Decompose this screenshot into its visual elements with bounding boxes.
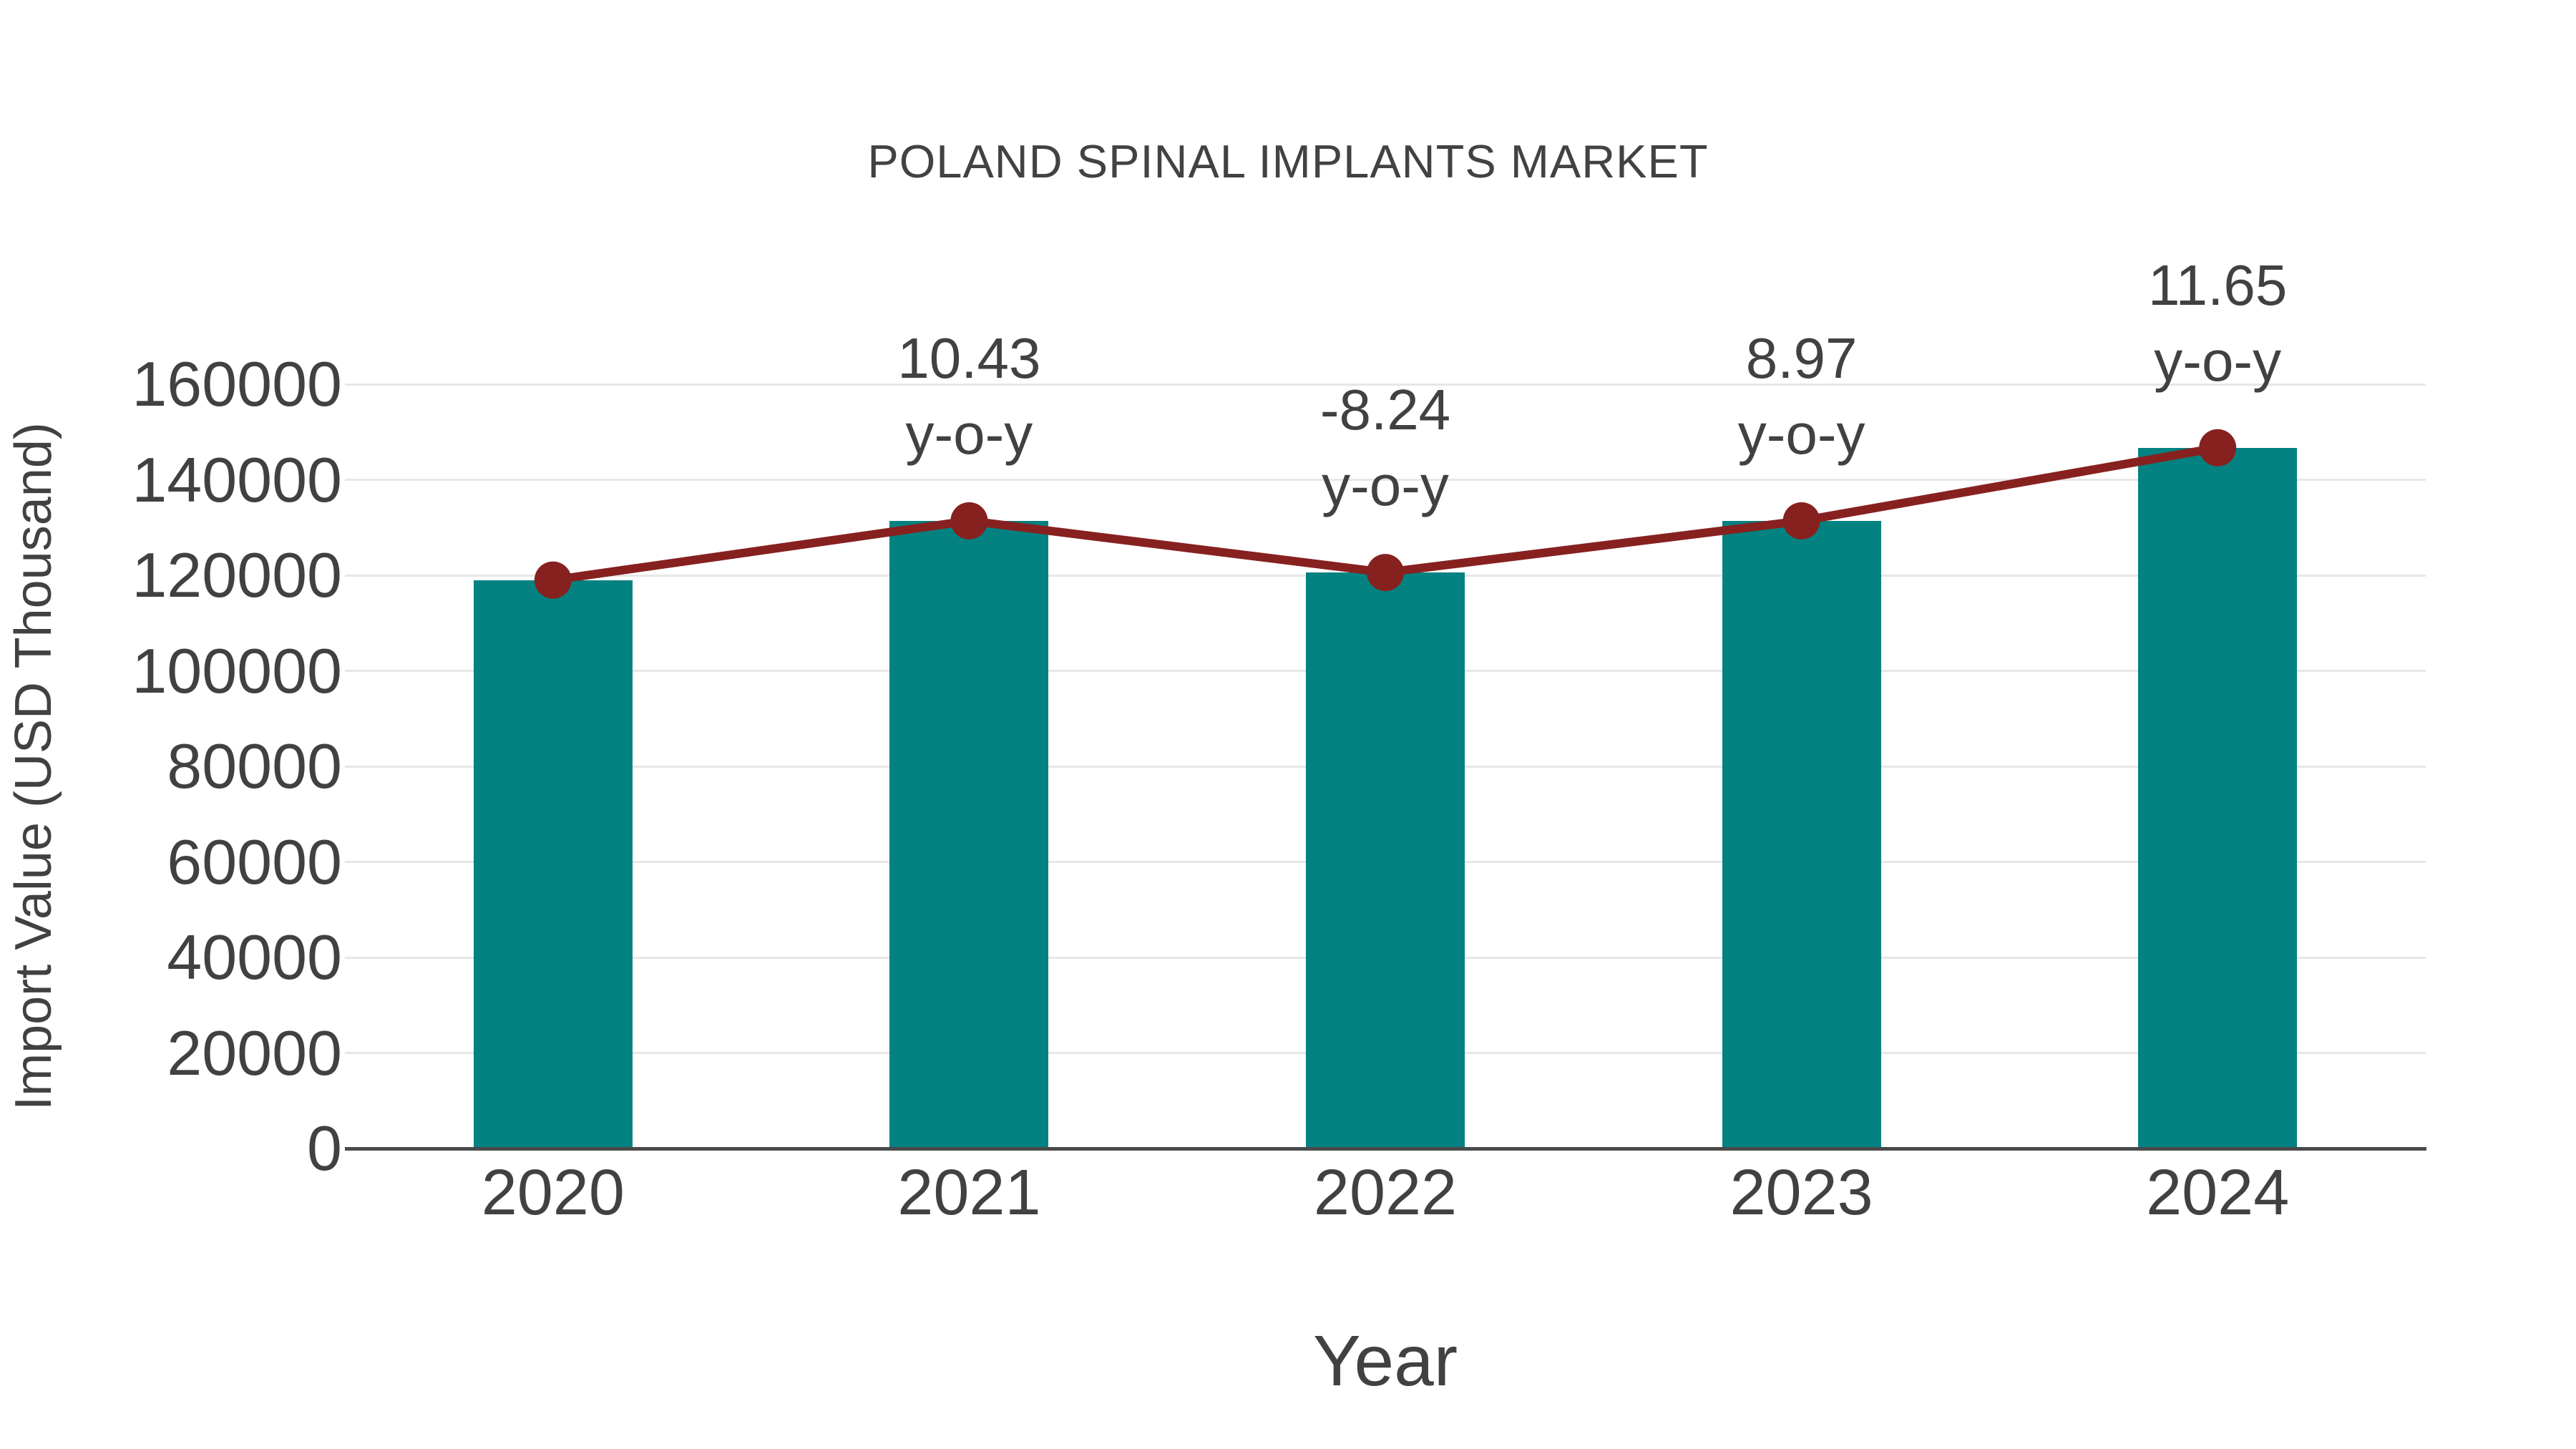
bar-2024	[2138, 447, 2298, 1148]
bar-2020	[473, 580, 633, 1148]
y-tick-label-0: 0	[307, 1113, 342, 1184]
yoy-value-2021: 10.43	[897, 326, 1041, 390]
y-tick-label-40000: 40000	[167, 922, 342, 992]
yoy-label-2021: 10.43 y-o-y	[783, 321, 1155, 472]
yoy-label-2024: 11.65 y-o-y	[2031, 248, 2404, 399]
yoy-value-2022: -8.24	[1319, 378, 1451, 442]
chart-title: POLAND SPINAL IMPLANTS MARKET	[867, 135, 1709, 187]
y-tick-label-80000: 80000	[167, 731, 342, 801]
bar-2023	[1722, 520, 1881, 1148]
bar-2021	[889, 520, 1049, 1148]
x-axis-title: Year	[1312, 1321, 1458, 1401]
y-tick-label-20000: 20000	[167, 1017, 342, 1088]
y-tick-label-160000: 160000	[132, 348, 342, 419]
x-tick-label-2023: 2023	[1729, 1157, 1873, 1229]
x-tick-label-2021: 2021	[897, 1157, 1041, 1229]
yoy-value-2023: 8.97	[1745, 326, 1858, 390]
yoy-suffix-2024: y-o-y	[2154, 328, 2282, 393]
y-tick-label-140000: 140000	[132, 444, 342, 515]
x-axis-line	[345, 1147, 2426, 1151]
x-tick-label-2022: 2022	[1313, 1157, 1458, 1229]
x-tick-label-2020: 2020	[481, 1157, 625, 1229]
yoy-label-2022: -8.24 y-o-y	[1199, 372, 1571, 524]
yoy-suffix-2023: y-o-y	[1737, 401, 1865, 466]
y-tick-label-60000: 60000	[167, 826, 342, 897]
yoy-label-2023: 8.97 y-o-y	[1616, 321, 1988, 472]
x-tick-label-2024: 2024	[2146, 1157, 2290, 1229]
y-tick-label-120000: 120000	[132, 540, 342, 610]
yoy-value-2024: 11.65	[2148, 253, 2288, 317]
y-tick-label-100000: 100000	[132, 635, 342, 706]
bar-2022	[1306, 572, 1465, 1148]
yoy-suffix-2022: y-o-y	[1322, 454, 1449, 518]
yoy-suffix-2021: y-o-y	[905, 401, 1033, 466]
gridline-160000	[345, 383, 2426, 386]
